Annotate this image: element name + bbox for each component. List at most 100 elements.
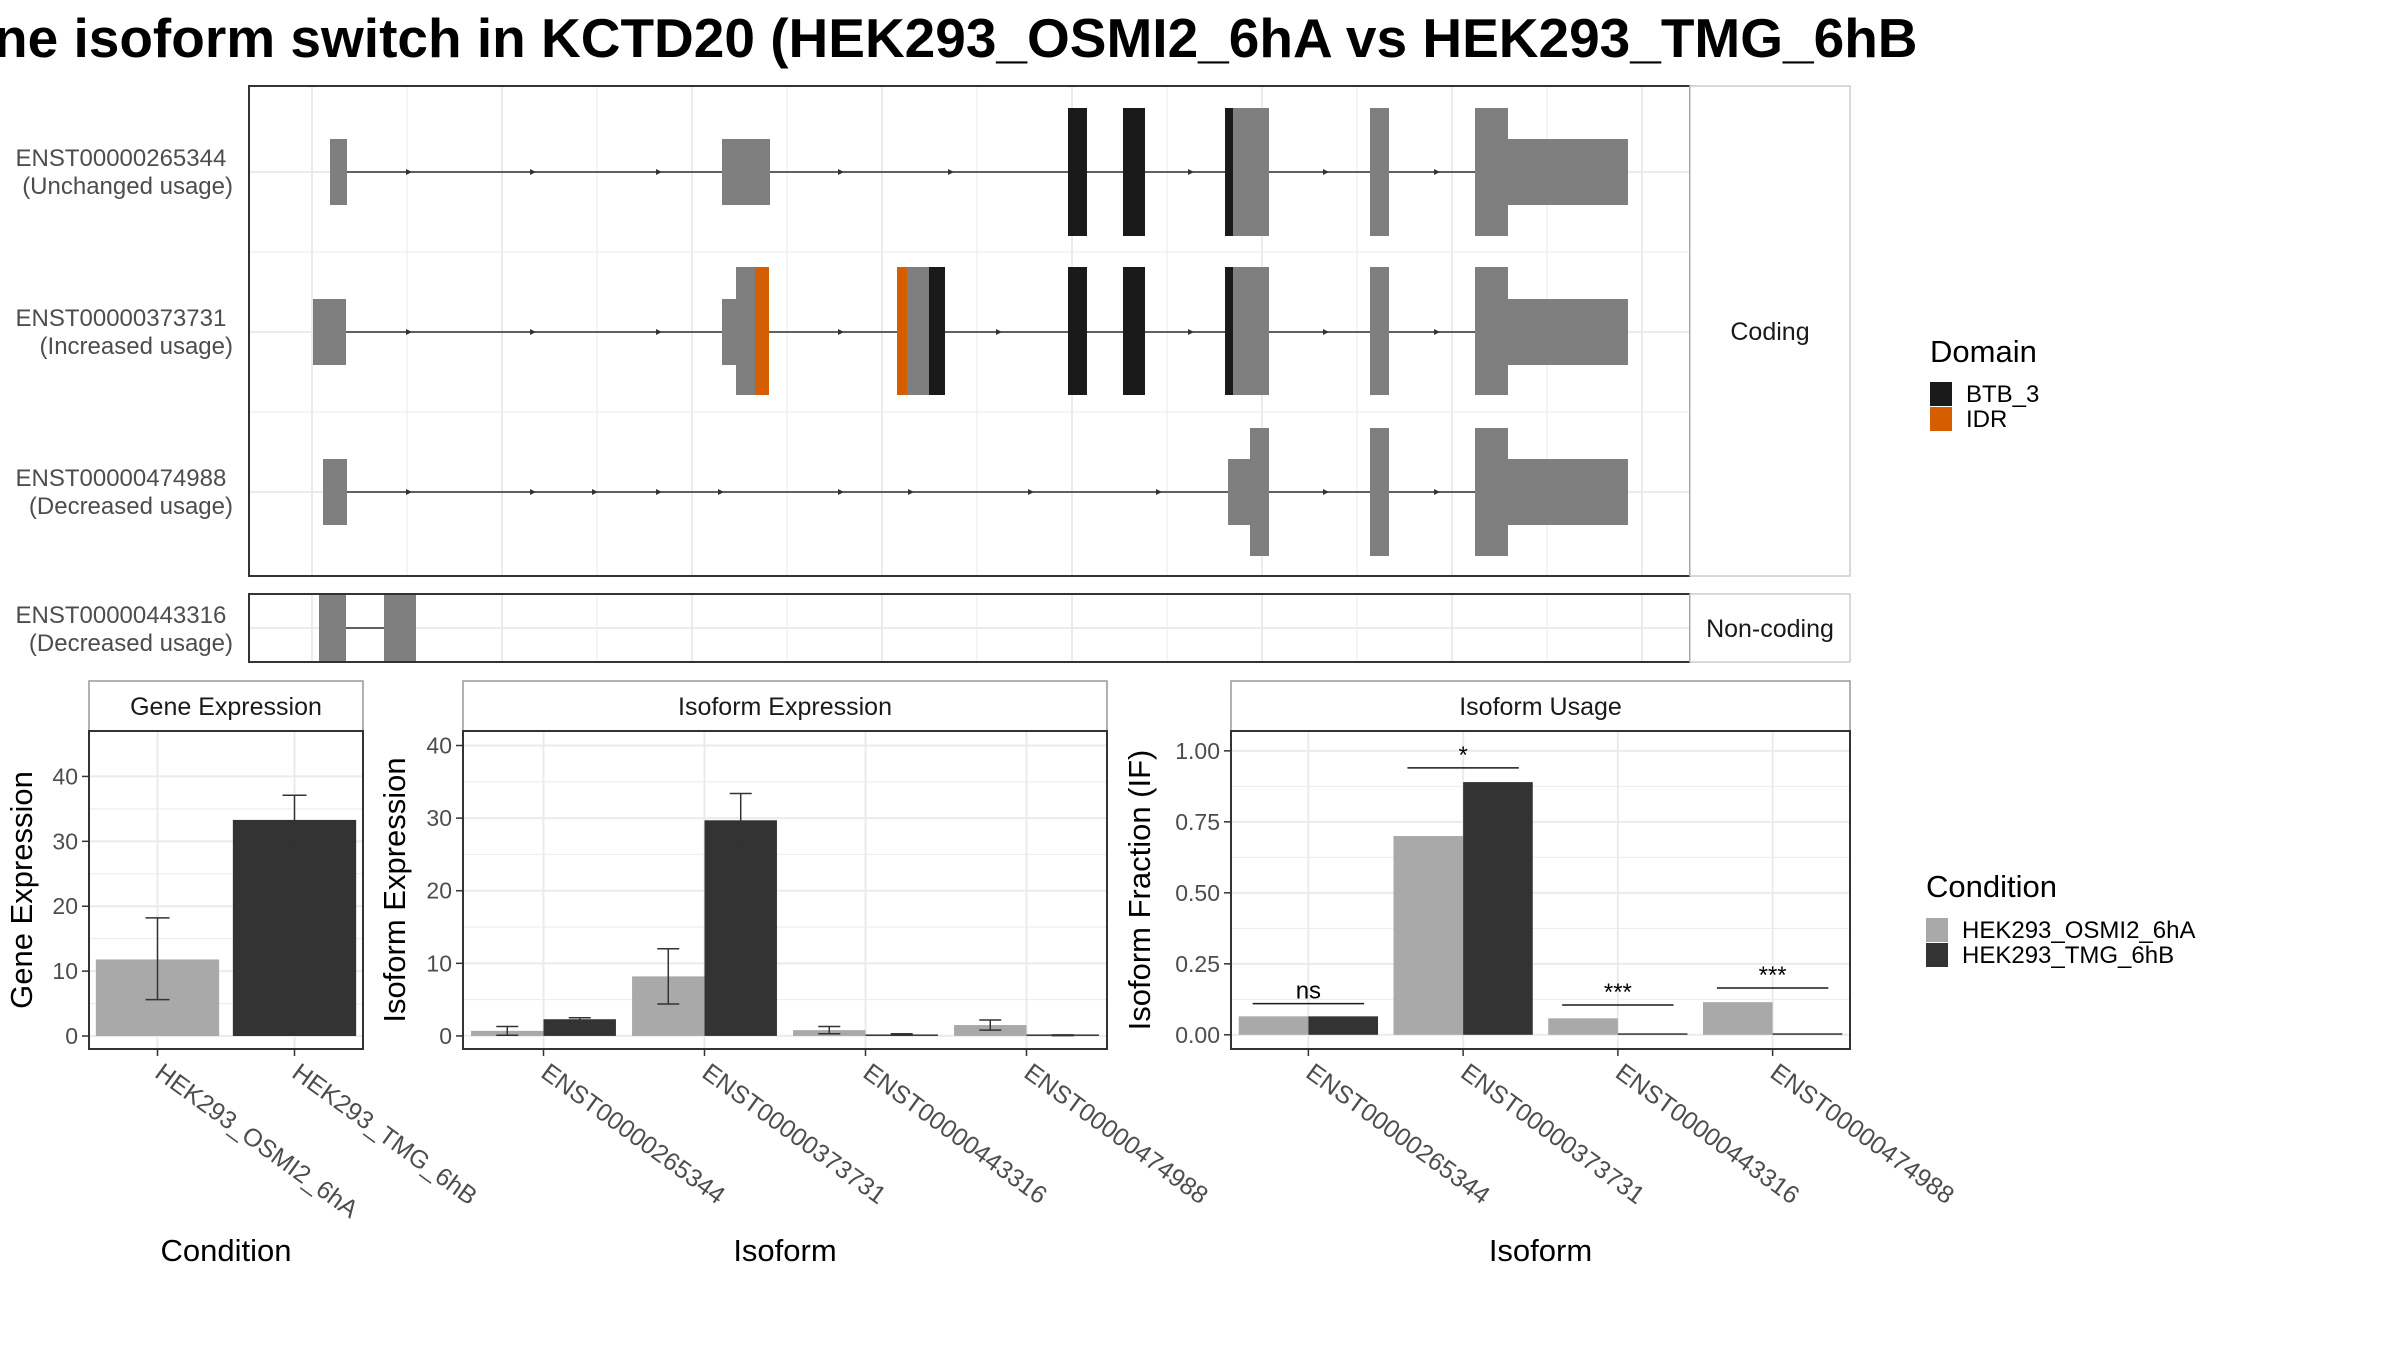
- exon: [1475, 428, 1508, 556]
- exon: [736, 267, 755, 395]
- btb3-domain: [1068, 267, 1087, 395]
- exon: [1475, 267, 1508, 395]
- bar: [1772, 1033, 1843, 1035]
- btb3-domain: [929, 267, 945, 395]
- legend-label-osmi2: HEK293_OSMI2_6hA: [1962, 917, 2195, 944]
- figure-title: ne isoform switch in KCTD20 (HEK293_OSMI…: [0, 7, 1918, 69]
- x-axis-title: Isoform: [1489, 1233, 1592, 1268]
- exon: [907, 267, 929, 395]
- legend-swatch-btb3: [1930, 382, 1952, 406]
- exon: [330, 139, 347, 205]
- error-bar: [818, 1025, 841, 1035]
- bar: [543, 1019, 616, 1036]
- y-tick-label: 10: [426, 950, 452, 976]
- legend-swatch-osmi2: [1926, 918, 1948, 942]
- exon: [319, 595, 346, 661]
- exon: [313, 299, 346, 365]
- y-tick-label: 30: [52, 828, 78, 854]
- exon: [1508, 299, 1628, 365]
- transcript-structure-panel: Coding Non-coding ENST00000265344 (Uncha…: [15, 85, 1851, 663]
- exon: [1370, 108, 1389, 236]
- exon: [1233, 108, 1269, 236]
- error-bar: [568, 1017, 591, 1023]
- significance-label: *: [1458, 742, 1467, 769]
- coding-strip: [1689, 85, 1851, 577]
- exon: [1508, 459, 1628, 525]
- btb3-domain: [1225, 108, 1233, 236]
- x-axis-title: Isoform: [733, 1233, 836, 1268]
- y-axis-title: Isoform Fraction (IF): [1122, 750, 1157, 1031]
- noncoding-strip-label: Non-coding: [1706, 615, 1834, 643]
- btb3-domain: [1123, 267, 1145, 395]
- legend-label-btb3: BTB_3: [1966, 381, 2039, 408]
- idr-domain: [755, 267, 769, 395]
- y-tick-label: 20: [426, 878, 452, 904]
- exon: [1508, 139, 1628, 205]
- exon: [384, 595, 416, 661]
- legend-swatch-idr: [1930, 407, 1952, 431]
- isoform-label-265344: ENST00000265344 (Unchanged usage): [15, 145, 233, 200]
- y-tick-label: 0.00: [1175, 1022, 1220, 1048]
- legend-label-idr: IDR: [1966, 406, 2007, 433]
- significance-label: ***: [1604, 979, 1632, 1006]
- idr-domain: [897, 267, 907, 395]
- chart-strip: [88, 680, 364, 732]
- exon: [1475, 108, 1508, 236]
- error-bar: [657, 948, 680, 1005]
- exon: [722, 139, 770, 205]
- isoform-label-443316: ENST00000443316 (Decreased usage): [15, 602, 233, 657]
- bar: [704, 820, 777, 1036]
- error-bar: [979, 1019, 1002, 1031]
- error-bar: [890, 1033, 913, 1036]
- exon: [722, 299, 736, 365]
- bar: [1548, 1018, 1618, 1035]
- y-tick-label: 40: [426, 733, 452, 759]
- noncoding-strip: [1689, 593, 1851, 663]
- btb3-domain: [1068, 108, 1087, 236]
- bar: [1238, 1016, 1309, 1035]
- chart-title: Isoform Usage: [1459, 693, 1622, 721]
- isoform-label-474988: ENST00000474988 (Decreased usage): [15, 465, 233, 520]
- significance-label: ***: [1759, 962, 1787, 989]
- significance-label: ns: [1296, 978, 1321, 1005]
- btb3-domain: [1225, 267, 1233, 395]
- exon: [1370, 428, 1389, 556]
- chart-3: Isoform Usagens*******0.000.250.500.751.…: [1122, 680, 1959, 1268]
- y-tick-label: 10: [52, 958, 78, 984]
- legend-label-tmg: HEK293_TMG_6hB: [1962, 942, 2174, 969]
- exon: [323, 459, 347, 525]
- exon: [1228, 459, 1250, 525]
- chart-strip: [462, 680, 1108, 732]
- y-tick-label: 30: [426, 805, 452, 831]
- exon: [1250, 428, 1269, 556]
- y-tick-label: 0.25: [1175, 951, 1220, 977]
- condition-legend: Condition HEK293_OSMI2_6hA HEK293_TMG_6h…: [1926, 869, 2195, 969]
- chart-2: Isoform Expression010203040ENST000002653…: [377, 680, 1213, 1268]
- error-bar: [282, 794, 307, 846]
- y-tick-label: 0.50: [1175, 880, 1220, 906]
- btb3-domain: [1123, 108, 1145, 236]
- bar: [1702, 1002, 1773, 1035]
- bar: [1617, 1033, 1688, 1035]
- y-tick-label: 0: [439, 1023, 452, 1049]
- exon: [1233, 267, 1269, 395]
- y-axis-title: Gene Expression: [4, 771, 39, 1009]
- bar: [1463, 782, 1533, 1035]
- coding-strip-label: Coding: [1730, 318, 1809, 346]
- y-tick-label: 40: [52, 763, 78, 789]
- chart-title: Gene Expression: [130, 693, 322, 721]
- error-bar: [496, 1025, 519, 1036]
- bar: [1393, 836, 1464, 1035]
- y-tick-label: 20: [52, 893, 78, 919]
- chart-title: Isoform Expression: [678, 693, 892, 721]
- domain-legend: Domain BTB_3 IDR: [1930, 334, 2039, 433]
- bar: [232, 819, 357, 1037]
- condition-legend-title: Condition: [1926, 869, 2057, 904]
- exon: [1370, 267, 1389, 395]
- y-tick-label: 0.75: [1175, 809, 1220, 835]
- x-axis-title: Condition: [161, 1233, 292, 1268]
- y-tick-label: 0: [65, 1023, 78, 1049]
- domain-legend-title: Domain: [1930, 334, 2037, 369]
- error-bar: [145, 917, 170, 1001]
- isoform-label-373731: ENST00000373731 (Increased usage): [15, 305, 233, 360]
